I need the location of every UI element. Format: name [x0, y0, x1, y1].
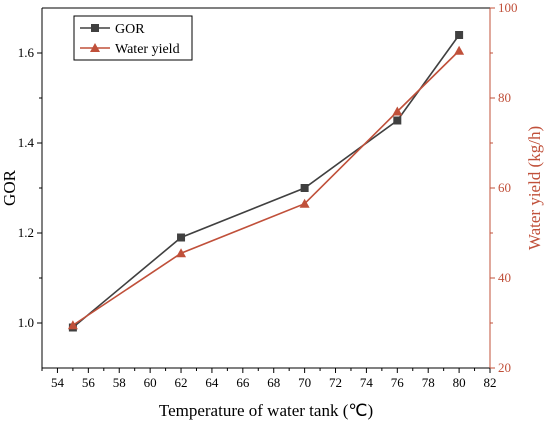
- x-axis-title: Temperature of water tank (℃): [159, 401, 373, 420]
- left-y-tick-label: 1.6: [18, 45, 35, 60]
- data-point: [455, 31, 464, 39]
- data-point: [393, 116, 402, 125]
- legend-swatch-marker: [91, 24, 99, 32]
- data-point: [67, 320, 78, 330]
- left-y-tick-label: 1.2: [18, 225, 34, 240]
- x-tick-label: 62: [175, 375, 188, 390]
- legend-swatch-marker: [90, 43, 100, 52]
- right-y-axis-title: Water yield (kg/h): [525, 126, 544, 250]
- left-y-tick-label: 1.4: [18, 135, 35, 150]
- x-tick-label: 54: [51, 375, 65, 390]
- x-tick-label: 72: [329, 375, 342, 390]
- series-line: [72, 34, 460, 329]
- x-tick-label: 68: [267, 375, 280, 390]
- data-point: [454, 45, 465, 55]
- right-y-tick-label: 20: [498, 360, 511, 375]
- x-tick-label: 80: [453, 375, 466, 390]
- series-layer: [67, 31, 465, 332]
- x-tick-label: 76: [391, 375, 405, 390]
- legend-label: GOR: [115, 22, 145, 37]
- x-tick-label: 78: [422, 375, 435, 390]
- right-y-tick-label: 80: [498, 90, 511, 105]
- right-y-tick-label: 60: [498, 180, 511, 195]
- axes: 54 56 58 60 62 64 66 68 70 72 74 76 78 80 82 1.0 1.2 1.4 1…: [18, 0, 518, 390]
- data-point: [177, 233, 186, 242]
- x-tick-label: 70: [298, 375, 311, 390]
- legend-box: [73, 15, 193, 61]
- series-water-yield: [67, 45, 465, 330]
- x-tick-label: 64: [205, 375, 219, 390]
- right-y-tick-label: 100: [498, 0, 518, 15]
- legend: GOR Water yield: [73, 15, 193, 61]
- legend-label: Water yield: [115, 42, 180, 57]
- series-gor: [68, 31, 464, 332]
- data-point: [299, 198, 310, 208]
- data-point: [300, 184, 309, 192]
- right-y-tick-label: 40: [498, 270, 511, 285]
- left-y-axis-title: GOR: [0, 169, 19, 206]
- x-tick-label: 60: [144, 375, 157, 390]
- x-tick-label: 66: [236, 375, 250, 390]
- x-tick-label: 58: [113, 375, 126, 390]
- data-point: [176, 248, 187, 258]
- data-point: [392, 106, 403, 116]
- series-line: [72, 50, 460, 326]
- x-tick-label: 74: [360, 375, 374, 390]
- left-y-tick-label: 1.0: [18, 315, 34, 330]
- x-tick-label: 56: [82, 375, 96, 390]
- x-tick-label: 82: [484, 375, 497, 390]
